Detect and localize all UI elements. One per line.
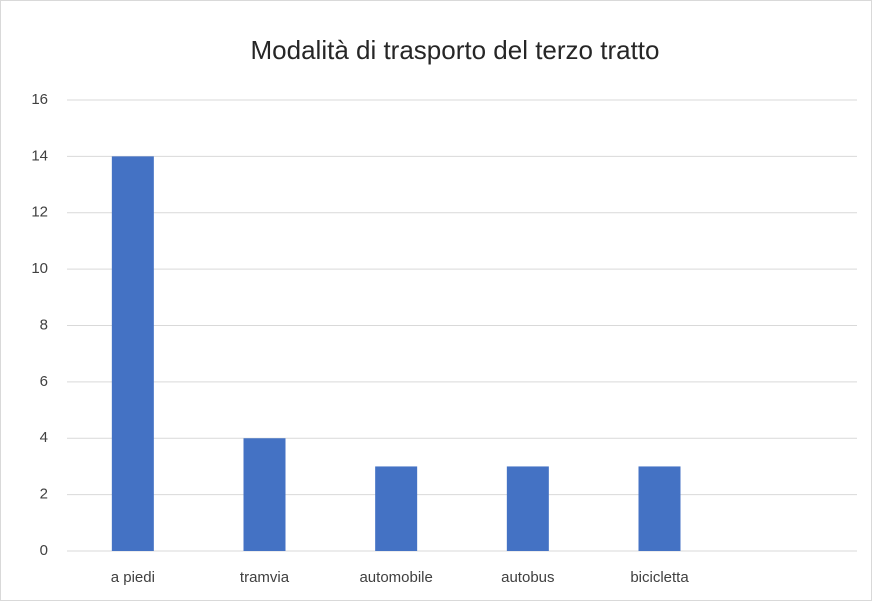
x-tick-label: a piedi [111,569,155,586]
y-tick-label: 0 [40,542,48,559]
bar [638,466,681,551]
bar [375,466,418,551]
bar [243,438,286,551]
bar [506,466,549,551]
x-tick-label: autobus [501,569,554,586]
bar [111,156,154,551]
y-tick-label: 14 [31,147,48,164]
y-tick-label: 2 [40,486,48,503]
y-tick-label: 12 [31,204,48,221]
y-tick-label: 4 [40,429,48,446]
y-tick-label: 16 [31,91,48,108]
y-tick-label: 6 [40,373,48,390]
chart-title: Modalità di trasporto del terzo tratto [251,35,660,65]
x-tick-label: bicicletta [630,569,689,586]
x-tick-label: tramvia [240,569,290,586]
x-tick-label: automobile [359,569,432,586]
y-tick-label: 8 [40,316,48,333]
y-tick-label: 10 [31,260,48,277]
